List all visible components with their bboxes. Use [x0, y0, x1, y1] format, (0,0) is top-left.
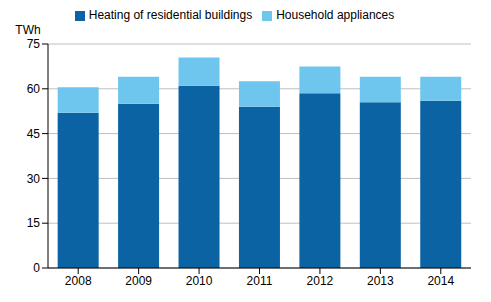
svg-text:2014: 2014 — [427, 274, 454, 288]
svg-text:15: 15 — [27, 216, 41, 230]
svg-text:0: 0 — [33, 261, 40, 275]
svg-text:2010: 2010 — [186, 274, 213, 288]
svg-text:2012: 2012 — [307, 274, 334, 288]
svg-text:2008: 2008 — [65, 274, 92, 288]
svg-text:2011: 2011 — [247, 274, 273, 288]
svg-text:75: 75 — [27, 37, 41, 51]
svg-text:60: 60 — [27, 82, 41, 96]
html-text:Household appliances: Household appliances — [276, 8, 395, 22]
svg-text:TWh: TWh — [15, 23, 40, 37]
html-text:Heating of residential buildin: Heating of residential buildings — [88, 8, 253, 22]
svg-text:2009: 2009 — [125, 274, 152, 288]
svg-text:2013: 2013 — [367, 274, 394, 288]
svg-text:30: 30 — [27, 172, 41, 186]
svg-text:45: 45 — [27, 127, 41, 141]
